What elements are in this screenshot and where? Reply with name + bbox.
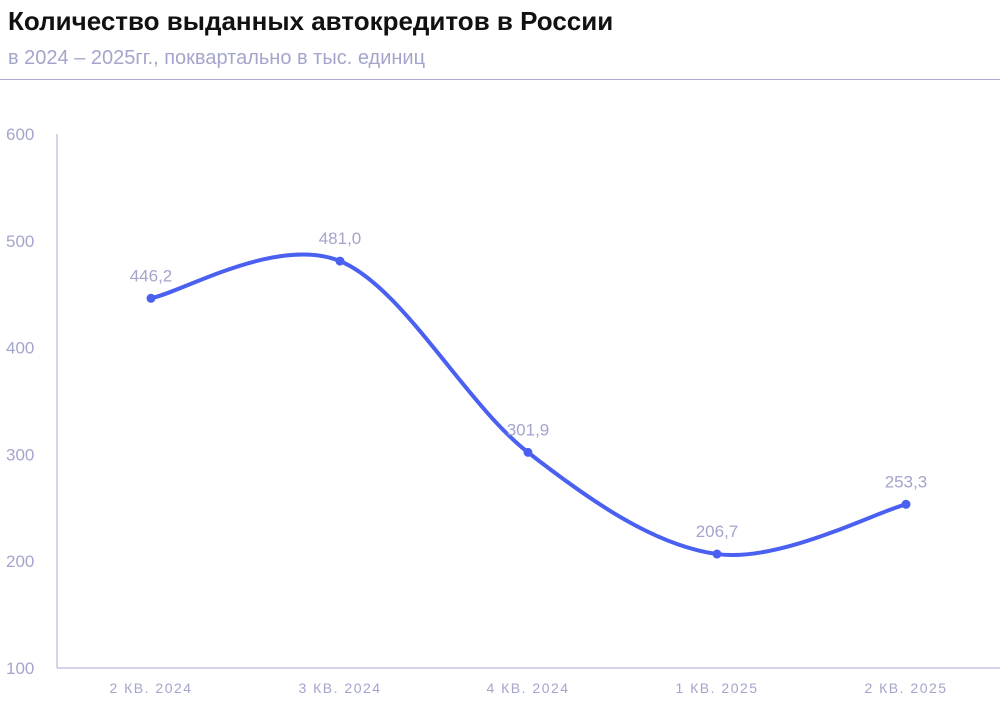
y-axis-ticks: 600 500 400 300 200 100 — [6, 125, 34, 678]
data-point — [901, 499, 911, 509]
data-point — [523, 447, 533, 457]
x-tick-label: 1 КВ. 2025 — [675, 680, 758, 696]
data-points — [146, 256, 911, 559]
x-tick-label: 2 КВ. 2025 — [864, 680, 947, 696]
chart-title: Количество выданных автокредитов в Росси… — [8, 6, 614, 36]
data-label: 301,9 — [507, 420, 550, 439]
y-tick-label: 100 — [6, 659, 34, 678]
y-tick-label: 200 — [6, 552, 34, 571]
data-point — [712, 549, 722, 559]
chart-subtitle: в 2024 – 2025гг., поквартально в тыс. ед… — [8, 47, 426, 69]
data-point — [146, 293, 156, 303]
y-tick-label: 400 — [6, 339, 34, 358]
x-tick-label: 4 КВ. 2024 — [486, 680, 569, 696]
series-line-group — [149, 252, 908, 558]
x-tick-label: 2 КВ. 2024 — [109, 680, 192, 696]
data-labels: 446,2 481,0 301,9 206,7 253,3 — [130, 229, 928, 541]
data-label: 446,2 — [130, 266, 173, 285]
data-label: 253,3 — [885, 472, 928, 491]
y-tick-label: 300 — [6, 445, 34, 464]
x-tick-label: 3 КВ. 2024 — [298, 680, 381, 696]
header-divider — [0, 79, 1000, 80]
chart-axes — [56, 134, 1000, 669]
data-label: 206,7 — [696, 522, 739, 541]
data-label: 481,0 — [319, 229, 362, 248]
x-axis-ticks: 2 КВ. 2024 3 КВ. 2024 4 КВ. 2024 1 КВ. 2025… — [109, 680, 947, 696]
y-tick-label: 600 — [6, 125, 34, 144]
data-point — [335, 256, 345, 266]
y-tick-label: 500 — [6, 232, 34, 251]
series-line — [149, 252, 908, 558]
